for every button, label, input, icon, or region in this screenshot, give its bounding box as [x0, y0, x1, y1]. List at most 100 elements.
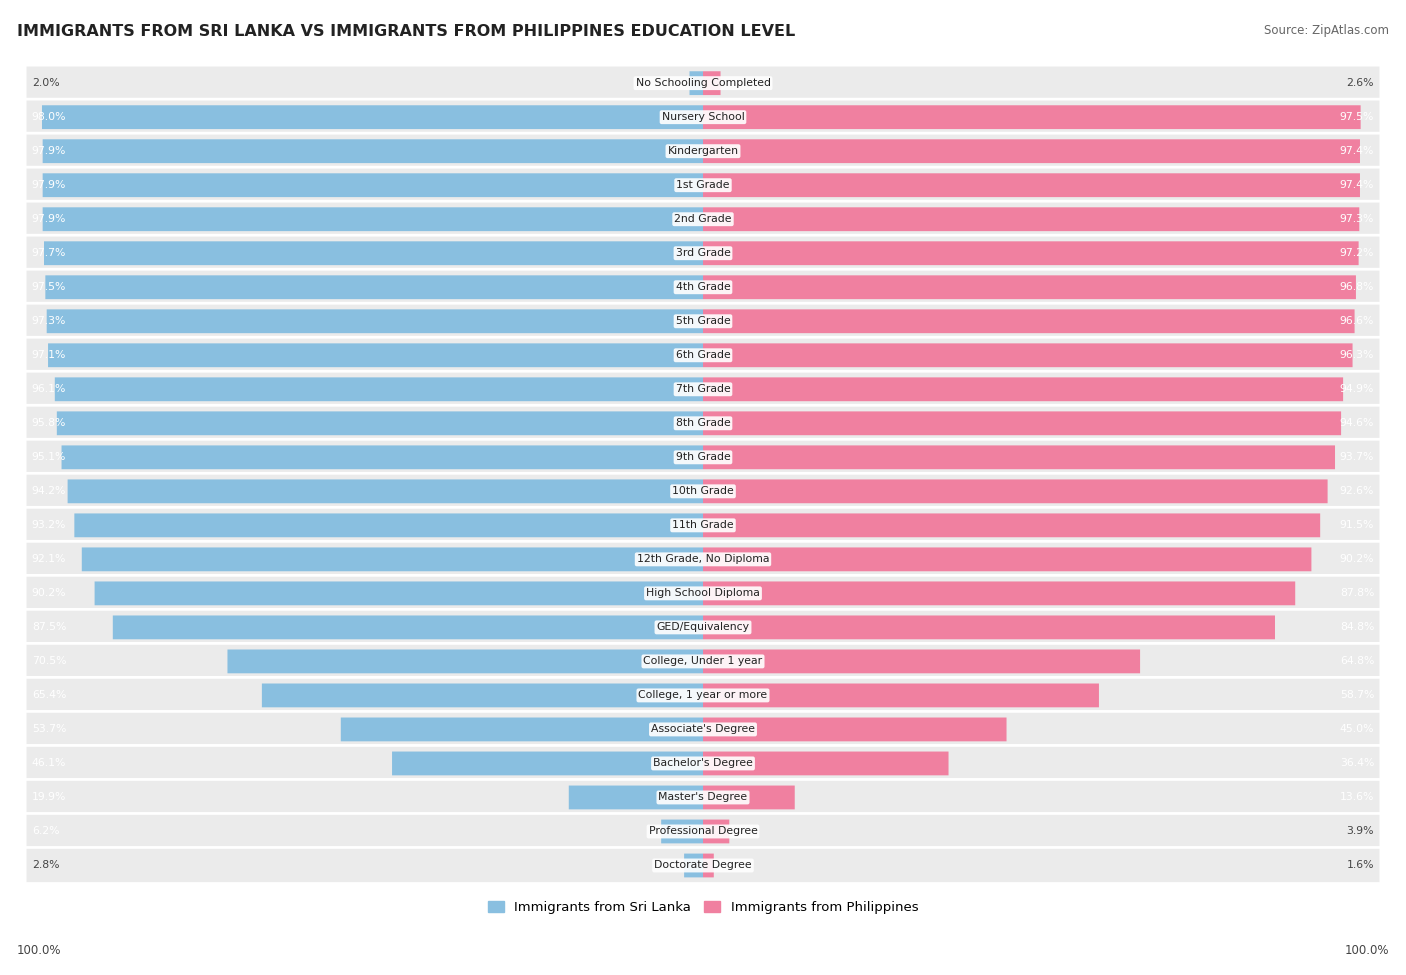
FancyBboxPatch shape — [25, 65, 1381, 101]
Text: 97.1%: 97.1% — [32, 350, 66, 361]
Text: 2nd Grade: 2nd Grade — [675, 214, 731, 224]
Text: 46.1%: 46.1% — [32, 759, 66, 768]
FancyBboxPatch shape — [62, 446, 703, 469]
Text: Source: ZipAtlas.com: Source: ZipAtlas.com — [1264, 24, 1389, 37]
FancyBboxPatch shape — [25, 99, 1381, 136]
Text: 90.2%: 90.2% — [1340, 555, 1374, 565]
FancyBboxPatch shape — [228, 649, 703, 674]
FancyBboxPatch shape — [703, 377, 1343, 401]
Text: 2.6%: 2.6% — [1347, 78, 1374, 88]
Text: 13.6%: 13.6% — [1340, 793, 1374, 802]
Text: 84.8%: 84.8% — [1340, 622, 1374, 633]
Text: 97.4%: 97.4% — [1340, 180, 1374, 190]
Text: Professional Degree: Professional Degree — [648, 827, 758, 837]
FancyBboxPatch shape — [25, 440, 1381, 476]
FancyBboxPatch shape — [703, 71, 720, 96]
FancyBboxPatch shape — [703, 174, 1360, 197]
FancyBboxPatch shape — [703, 446, 1336, 469]
Text: 97.2%: 97.2% — [1340, 249, 1374, 258]
Text: Nursery School: Nursery School — [662, 112, 744, 122]
FancyBboxPatch shape — [703, 649, 1140, 674]
FancyBboxPatch shape — [25, 609, 1381, 645]
FancyBboxPatch shape — [112, 615, 703, 640]
Text: 65.4%: 65.4% — [32, 690, 66, 700]
Text: 6th Grade: 6th Grade — [676, 350, 730, 361]
Text: 9th Grade: 9th Grade — [676, 452, 730, 462]
FancyBboxPatch shape — [262, 683, 703, 707]
FancyBboxPatch shape — [25, 779, 1381, 815]
FancyBboxPatch shape — [703, 411, 1341, 435]
FancyBboxPatch shape — [25, 575, 1381, 611]
FancyBboxPatch shape — [25, 235, 1381, 271]
Text: 87.8%: 87.8% — [1340, 588, 1374, 599]
Text: GED/Equivalency: GED/Equivalency — [657, 622, 749, 633]
Text: 3rd Grade: 3rd Grade — [675, 249, 731, 258]
Text: 94.9%: 94.9% — [1340, 384, 1374, 394]
FancyBboxPatch shape — [45, 275, 703, 299]
FancyBboxPatch shape — [25, 406, 1381, 442]
Text: Doctorate Degree: Doctorate Degree — [654, 861, 752, 871]
Text: 12th Grade, No Diploma: 12th Grade, No Diploma — [637, 555, 769, 565]
Text: 97.3%: 97.3% — [32, 316, 66, 327]
FancyBboxPatch shape — [55, 377, 703, 401]
FancyBboxPatch shape — [42, 174, 703, 197]
Text: 36.4%: 36.4% — [1340, 759, 1374, 768]
FancyBboxPatch shape — [703, 309, 1354, 333]
Text: 92.6%: 92.6% — [1340, 487, 1374, 496]
FancyBboxPatch shape — [703, 786, 794, 809]
FancyBboxPatch shape — [685, 853, 703, 878]
FancyBboxPatch shape — [25, 813, 1381, 849]
Text: 96.6%: 96.6% — [1340, 316, 1374, 327]
FancyBboxPatch shape — [392, 752, 703, 775]
Text: 1st Grade: 1st Grade — [676, 180, 730, 190]
FancyBboxPatch shape — [75, 514, 703, 537]
FancyBboxPatch shape — [25, 473, 1381, 509]
FancyBboxPatch shape — [703, 242, 1358, 265]
FancyBboxPatch shape — [703, 718, 1007, 741]
Text: College, Under 1 year: College, Under 1 year — [644, 656, 762, 666]
Text: 3.9%: 3.9% — [1347, 827, 1374, 837]
FancyBboxPatch shape — [25, 712, 1381, 748]
FancyBboxPatch shape — [25, 201, 1381, 237]
Text: 90.2%: 90.2% — [32, 588, 66, 599]
Text: 8th Grade: 8th Grade — [676, 418, 730, 428]
FancyBboxPatch shape — [340, 718, 703, 741]
Text: No Schooling Completed: No Schooling Completed — [636, 78, 770, 88]
FancyBboxPatch shape — [703, 105, 1361, 129]
FancyBboxPatch shape — [703, 547, 1312, 571]
FancyBboxPatch shape — [25, 541, 1381, 577]
Text: 64.8%: 64.8% — [1340, 656, 1374, 666]
Text: 10th Grade: 10th Grade — [672, 487, 734, 496]
Text: 96.3%: 96.3% — [1340, 350, 1374, 361]
Text: High School Diploma: High School Diploma — [647, 588, 759, 599]
FancyBboxPatch shape — [25, 371, 1381, 408]
FancyBboxPatch shape — [25, 303, 1381, 339]
FancyBboxPatch shape — [25, 644, 1381, 680]
Text: 100.0%: 100.0% — [17, 944, 62, 957]
FancyBboxPatch shape — [703, 615, 1275, 640]
Text: Master's Degree: Master's Degree — [658, 793, 748, 802]
Text: 94.2%: 94.2% — [32, 487, 66, 496]
FancyBboxPatch shape — [703, 343, 1353, 368]
Text: 92.1%: 92.1% — [32, 555, 66, 565]
FancyBboxPatch shape — [25, 746, 1381, 782]
Text: 7th Grade: 7th Grade — [676, 384, 730, 394]
FancyBboxPatch shape — [25, 269, 1381, 305]
FancyBboxPatch shape — [703, 139, 1360, 163]
Text: 97.4%: 97.4% — [1340, 146, 1374, 156]
Text: 5th Grade: 5th Grade — [676, 316, 730, 327]
FancyBboxPatch shape — [703, 480, 1327, 503]
Text: College, 1 year or more: College, 1 year or more — [638, 690, 768, 700]
FancyBboxPatch shape — [25, 678, 1381, 714]
Text: 97.7%: 97.7% — [32, 249, 66, 258]
FancyBboxPatch shape — [25, 507, 1381, 543]
Text: 4th Grade: 4th Grade — [676, 282, 730, 292]
Text: 96.1%: 96.1% — [32, 384, 66, 394]
Text: Kindergarten: Kindergarten — [668, 146, 738, 156]
Text: 19.9%: 19.9% — [32, 793, 66, 802]
Text: 97.9%: 97.9% — [32, 214, 66, 224]
FancyBboxPatch shape — [67, 480, 703, 503]
Text: 53.7%: 53.7% — [32, 724, 66, 734]
Text: Bachelor's Degree: Bachelor's Degree — [652, 759, 754, 768]
Text: 97.3%: 97.3% — [1340, 214, 1374, 224]
